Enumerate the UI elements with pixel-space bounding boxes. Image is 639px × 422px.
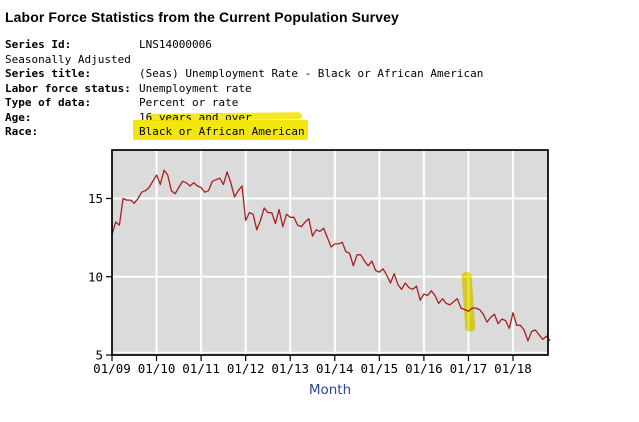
labor-force-status-value: Unemployment rate bbox=[139, 81, 252, 95]
x-tick-label: 01/14 bbox=[316, 361, 354, 376]
plot-area bbox=[112, 150, 548, 355]
seasonally-adjusted-label: Seasonally Adjusted bbox=[5, 52, 131, 66]
meta-label: Series title: bbox=[5, 67, 92, 80]
meta-row-series-id: Series Id: LNS14000006 bbox=[5, 38, 483, 53]
chart-highlighter-mark bbox=[461, 272, 476, 332]
meta-label: Type of data: bbox=[5, 96, 92, 109]
meta-label: Labor force status: bbox=[5, 81, 131, 95]
x-tick-label: 01/09 bbox=[93, 361, 131, 376]
y-tick-label: 15 bbox=[88, 191, 103, 206]
x-tick-label: 01/13 bbox=[271, 361, 309, 376]
data-line bbox=[111, 169, 551, 342]
plot-border bbox=[111, 149, 549, 356]
x-axis-title: Month bbox=[309, 382, 351, 398]
x-tick-label: 01/15 bbox=[361, 361, 399, 376]
meta-row-race: Race: Black or African American bbox=[5, 125, 483, 140]
meta-row-series-title: Series title: (Seas) Unemployment Rate - … bbox=[5, 67, 483, 82]
meta-row-seasonally-adjusted: Seasonally Adjusted bbox=[5, 53, 483, 68]
meta-row-labor-force-status: Labor force status: Unemployment rate bbox=[5, 82, 483, 97]
x-tick-label: 01/10 bbox=[138, 361, 176, 376]
series-title-value: (Seas) Unemployment Rate - Black or Afri… bbox=[139, 67, 484, 80]
y-tick-label: 5 bbox=[95, 348, 103, 363]
type-of-data-value: Percent or rate bbox=[139, 96, 239, 109]
x-tick-label: 01/11 bbox=[182, 361, 220, 376]
x-tick-label: 01/12 bbox=[227, 361, 265, 376]
y-tick-label: 10 bbox=[88, 269, 103, 284]
page-title: Labor Force Statistics from the Current … bbox=[5, 9, 399, 25]
series-id-value: LNS14000006 bbox=[139, 38, 212, 51]
x-tick-label: 01/18 bbox=[494, 361, 532, 376]
x-tick-label: 01/17 bbox=[450, 361, 488, 376]
meta-label: Series Id: bbox=[5, 38, 72, 51]
meta-row-type-of-data: Type of data: Percent or rate bbox=[5, 96, 483, 111]
meta-label: Age: bbox=[5, 110, 32, 124]
series-metadata: Series Id: LNS14000006 Seasonally Adjuste… bbox=[5, 38, 483, 140]
race-value-highlighted: Black or African American bbox=[139, 125, 305, 138]
x-tick-label: 01/16 bbox=[405, 361, 443, 376]
meta-label: Race: bbox=[5, 125, 39, 138]
